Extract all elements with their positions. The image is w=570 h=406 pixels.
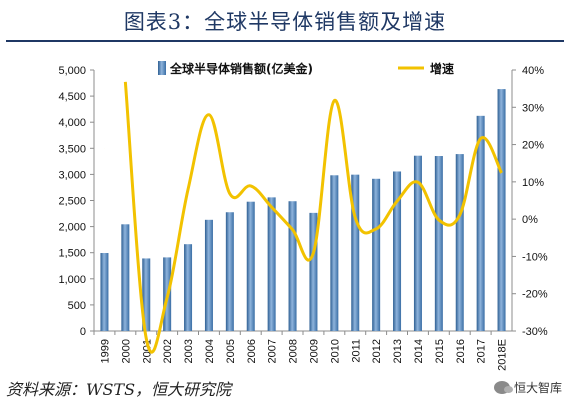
legend-line-label: 增速 [430,61,454,76]
left-tick-label: 2,500 [58,196,86,208]
x-tick-label: 2003 [183,339,195,363]
chart: 0 500 1,000 1,500 2,000 2,500 3,000 3,500 4,000 4… [0,48,570,374]
legend-bar-swatch [158,61,166,75]
bar-2000 [121,224,129,331]
bar-2003 [184,244,192,331]
left-tick-label: 3,500 [58,143,86,155]
left-tick-label: 500 [68,300,86,312]
x-tick-label: 2009 [308,339,320,363]
watermark: 恒大智库 [494,379,562,396]
left-tick-label: 0 [80,326,86,338]
bar-2008 [289,201,297,331]
bar-1999 [100,253,108,331]
x-tick-label: 1999 [99,339,111,363]
chart-title: 图表3：全球半导体销售额及增速 [0,6,570,36]
right-tick-label: 30% [522,102,544,114]
right-tick-label: 10% [522,177,544,189]
bar-2016 [456,154,464,331]
x-tick-label: 2012 [371,339,383,363]
bar-2005 [226,212,234,331]
right-tick-label: 0% [522,214,538,226]
right-tick-label: -10% [522,251,548,263]
x-tick-label: 2008 [288,339,300,363]
title-divider [6,40,564,42]
left-tick-label: 1,500 [58,248,86,260]
bar-2018E [498,89,506,331]
watermark-text: 恒大智库 [514,379,562,396]
left-tick-label: 2,000 [58,222,86,234]
legend-bar-label: 全球半导体销售额(亿美金) [169,61,313,76]
x-tick-label: 2006 [246,339,258,363]
right-tick-label: -30% [522,326,548,338]
left-tick-label: 5,000 [58,65,86,77]
x-tick-label: 2016 [455,339,467,363]
bar-2004 [205,220,213,331]
x-tick-label: 2010 [329,339,341,363]
bar-2015 [435,156,443,331]
plot-area: 0 500 1,000 1,500 2,000 2,500 3,000 3,500 4,000 4… [58,61,547,371]
bar-2006 [247,202,255,331]
right-tick-label: -20% [522,289,548,301]
left-tick-label: 1,000 [58,274,86,286]
left-tick-label: 4,500 [58,91,86,103]
right-tick-label: 20% [522,140,544,152]
bar-2007 [268,197,276,331]
wechat-icon [494,381,510,394]
x-tick-label: 2011 [350,339,362,363]
x-tick-label: 2015 [434,339,446,363]
source-note: 资料来源：WSTS，恒大研究院 [6,376,231,400]
x-tick-label: 2004 [204,339,216,363]
x-tick-label: 2013 [392,339,404,363]
x-tick-label: 2002 [162,339,174,363]
bar-2012 [372,179,380,331]
x-tick-label: 2017 [476,339,488,363]
x-tick-label: 2014 [413,339,425,363]
bar-2010 [330,175,338,331]
x-tick-label: 2000 [120,339,132,363]
x-tick-label: 2007 [267,339,279,363]
left-tick-label: 3,000 [58,169,86,181]
x-tick-label: 2018E [497,339,509,371]
left-tick-label: 4,000 [58,117,86,129]
x-tick-label: 2005 [225,339,237,363]
right-tick-label: 40% [522,65,544,77]
